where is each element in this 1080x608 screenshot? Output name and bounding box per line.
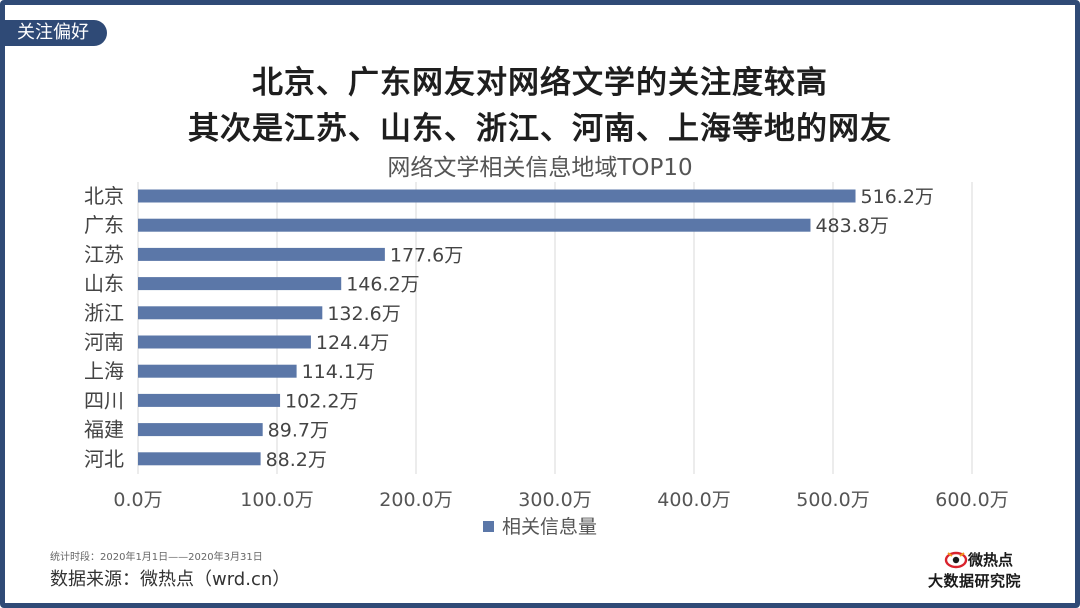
x-tick-label: 500.0万 bbox=[796, 489, 869, 511]
bar bbox=[138, 218, 811, 232]
category-label: 江苏 bbox=[84, 242, 124, 266]
bar bbox=[138, 393, 281, 407]
x-tick-label: 0.0万 bbox=[113, 489, 162, 511]
bar bbox=[138, 189, 856, 203]
category-label: 北京 bbox=[84, 184, 124, 208]
legend-label: 相关信息量 bbox=[501, 516, 597, 538]
data-source: 数据来源：微热点（wrd.cn） bbox=[50, 569, 291, 590]
data-label: 516.2万 bbox=[861, 186, 934, 208]
x-tick-label: 300.0万 bbox=[518, 489, 591, 511]
bar bbox=[138, 364, 297, 378]
x-tick-label: 600.0万 bbox=[935, 489, 1008, 511]
x-tick-label: 100.0万 bbox=[240, 489, 313, 511]
bar bbox=[138, 452, 261, 466]
section-tag: 关注偏好 bbox=[5, 20, 107, 46]
data-label: 132.6万 bbox=[327, 303, 400, 325]
category-label: 浙江 bbox=[84, 301, 124, 325]
legend-swatch bbox=[482, 521, 494, 532]
statistics-period: 统计时段：2020年1月1日——2020年3月31日 bbox=[50, 552, 263, 563]
logo-eye-icon bbox=[944, 551, 968, 569]
chart-legend: 相关信息量 bbox=[0, 512, 1080, 539]
headline-line-1: 北京、广东网友对网络文学的关注度较高 bbox=[252, 65, 828, 101]
data-label: 88.2万 bbox=[266, 449, 327, 471]
data-label: 177.6万 bbox=[390, 244, 463, 266]
weiredian-logo: 微热点 大数据研究院 bbox=[928, 549, 1048, 595]
logo-subtitle: 大数据研究院 bbox=[928, 572, 1022, 590]
bar bbox=[138, 423, 263, 437]
category-label: 福建 bbox=[84, 418, 124, 442]
bar bbox=[138, 247, 385, 261]
category-label: 河南 bbox=[84, 330, 124, 354]
bar bbox=[138, 306, 323, 320]
category-label: 上海 bbox=[84, 359, 124, 383]
category-label: 河北 bbox=[84, 447, 124, 471]
logo-name: 微热点 bbox=[968, 551, 1014, 569]
data-label: 146.2万 bbox=[346, 274, 419, 296]
bar bbox=[138, 335, 311, 349]
category-label: 四川 bbox=[84, 388, 124, 412]
bar bbox=[138, 277, 342, 291]
x-tick-label: 400.0万 bbox=[657, 489, 730, 511]
data-label: 102.2万 bbox=[285, 390, 358, 412]
chart-title: 网络文学相关信息地域TOP10 bbox=[387, 155, 692, 181]
data-label: 114.1万 bbox=[302, 361, 375, 383]
category-label: 山东 bbox=[84, 272, 124, 296]
data-label: 483.8万 bbox=[815, 215, 888, 237]
headline-line-2: 其次是江苏、山东、浙江、河南、上海等地的网友 bbox=[188, 111, 892, 147]
category-label: 广东 bbox=[84, 213, 124, 237]
data-label: 124.4万 bbox=[316, 332, 389, 354]
x-tick-label: 200.0万 bbox=[379, 489, 452, 511]
data-label: 89.7万 bbox=[268, 420, 329, 442]
